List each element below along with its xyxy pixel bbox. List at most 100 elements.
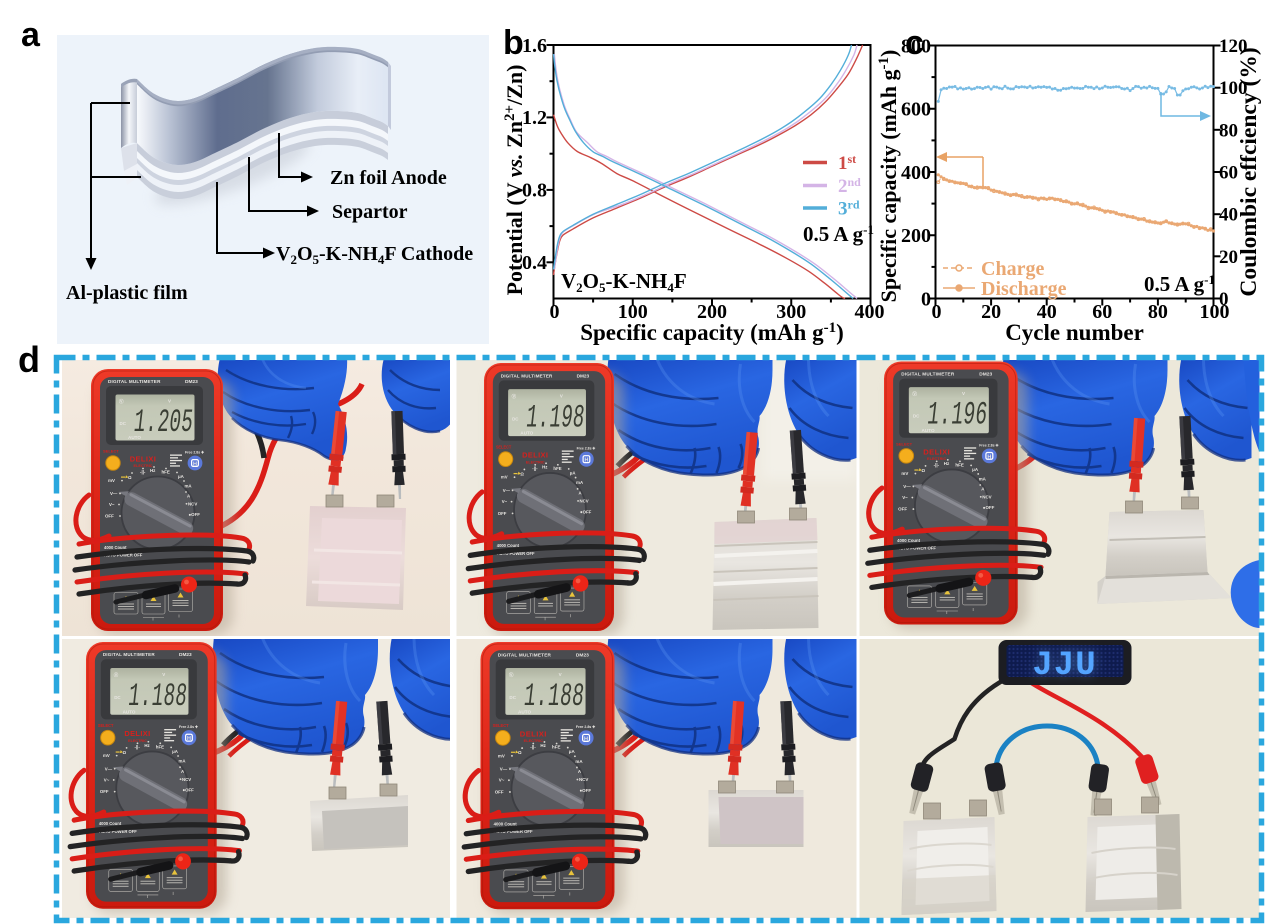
- svg-text:0.5 A g-1: 0.5 A g-1: [1144, 272, 1215, 296]
- svg-text:Ω: Ω: [921, 468, 925, 473]
- svg-text:1.205: 1.205: [134, 404, 193, 440]
- svg-text:hFE: hFE: [552, 745, 560, 750]
- svg-text:AUTO: AUTO: [128, 435, 141, 440]
- svg-text:120: 120: [1219, 36, 1248, 57]
- svg-text:●OFF: ●OFF: [579, 788, 591, 793]
- svg-text:60: 60: [1219, 163, 1238, 184]
- svg-text:V—: V—: [105, 766, 113, 771]
- svg-text:4000 Count: 4000 Count: [99, 821, 122, 826]
- svg-text:V: V: [560, 393, 563, 398]
- svg-text:AUTO POWER OFF: AUTO POWER OFF: [897, 546, 936, 551]
- svg-text:V—: V—: [503, 488, 511, 493]
- svg-text:hFE: hFE: [162, 470, 170, 475]
- svg-text:mA: mA: [979, 476, 987, 481]
- svg-text:-||-: -||-: [140, 470, 146, 475]
- svg-text:0.4: 0.4: [522, 252, 547, 274]
- svg-text:4000 Count: 4000 Count: [494, 822, 518, 827]
- svg-text:ELECTRIC: ELECTRIC: [524, 739, 543, 743]
- svg-text:DELIXI: DELIXI: [124, 729, 150, 738]
- svg-text:μA: μA: [570, 470, 577, 475]
- svg-text:-||-: -||-: [135, 744, 141, 749]
- svg-text:Free 2.8s ✚: Free 2.8s ✚: [185, 451, 205, 455]
- svg-text:A: A: [579, 490, 583, 495]
- svg-text:1.6: 1.6: [522, 35, 547, 57]
- svg-text:AUTO: AUTO: [123, 709, 136, 714]
- svg-text:Ω: Ω: [520, 471, 524, 476]
- svg-text:A: A: [981, 487, 985, 492]
- svg-text:0: 0: [1219, 289, 1229, 310]
- svg-text:Free 2.8s ✚: Free 2.8s ✚: [979, 443, 999, 447]
- svg-text:DC: DC: [509, 695, 516, 700]
- svg-text:mA: mA: [185, 484, 193, 489]
- svg-text:●OFF: ●OFF: [183, 788, 195, 793]
- svg-text:H: H: [187, 736, 191, 742]
- svg-text:-||-: -||-: [532, 466, 538, 471]
- svg-text:mV: mV: [901, 471, 908, 476]
- svg-text:DIGITAL MULTIMETER: DIGITAL MULTIMETER: [901, 372, 955, 377]
- svg-text:Hz: Hz: [542, 464, 548, 469]
- svg-text:300: 300: [776, 301, 806, 323]
- svg-text:d: d: [18, 339, 40, 380]
- svg-text:AUTO: AUTO: [518, 709, 531, 714]
- svg-text:Specific capacity (mAh g-1): Specific capacity (mAh g-1): [580, 320, 844, 345]
- svg-text:V~: V~: [109, 502, 115, 507]
- svg-text:SELECT: SELECT: [493, 723, 510, 728]
- svg-text:Coulombic effciency (%): Coulombic effciency (%): [1236, 47, 1262, 296]
- svg-text:H: H: [193, 461, 197, 467]
- svg-text:Al-plastic film: Al-plastic film: [66, 282, 188, 304]
- svg-text:-||-: -||-: [530, 745, 536, 750]
- svg-text:μA: μA: [569, 749, 576, 754]
- svg-text:A: A: [187, 494, 191, 499]
- svg-text:Ω: Ω: [518, 750, 522, 755]
- svg-text:Separtor: Separtor: [332, 201, 408, 223]
- svg-text:V~: V~: [499, 778, 505, 783]
- svg-text:DC: DC: [512, 416, 519, 421]
- svg-text:●OFF: ●OFF: [983, 505, 995, 510]
- svg-text:60: 60: [1092, 301, 1112, 323]
- svg-text:AUTO POWER OFF: AUTO POWER OFF: [494, 829, 533, 834]
- svg-text:DELIXI: DELIXI: [130, 455, 157, 464]
- svg-text:mA: mA: [575, 759, 583, 764]
- svg-text:●OFF: ●OFF: [580, 509, 592, 514]
- svg-text:200: 200: [697, 301, 727, 323]
- svg-text:DM23: DM23: [577, 373, 590, 379]
- svg-text:DIGITAL MULTIMETER: DIGITAL MULTIMETER: [501, 373, 553, 378]
- svg-text:100: 100: [618, 301, 648, 323]
- svg-text:AUTO POWER OFF: AUTO POWER OFF: [104, 553, 143, 558]
- svg-text:hFE: hFE: [553, 466, 561, 471]
- svg-text:1.188: 1.188: [524, 680, 584, 716]
- svg-text:Ⓥ: Ⓥ: [512, 393, 517, 400]
- svg-text:NCV: NCV: [188, 502, 197, 507]
- svg-text:H: H: [584, 736, 588, 742]
- svg-text:H: H: [584, 458, 588, 464]
- svg-text:3rd: 3rd: [838, 198, 860, 220]
- svg-text:AUTO POWER OFF: AUTO POWER OFF: [99, 829, 137, 834]
- svg-text:Hz: Hz: [540, 743, 546, 748]
- svg-text:Hz: Hz: [150, 468, 156, 473]
- svg-text:V—: V—: [110, 491, 118, 496]
- svg-text:ELECTRIC: ELECTRIC: [128, 739, 147, 743]
- svg-text:OFF: OFF: [105, 514, 114, 519]
- svg-text:mA: mA: [179, 759, 187, 764]
- svg-text:0: 0: [550, 301, 560, 323]
- svg-text:DIGITAL MULTIMETER: DIGITAL MULTIMETER: [108, 379, 161, 384]
- svg-text:400: 400: [855, 301, 885, 323]
- svg-text:a: a: [21, 16, 41, 54]
- svg-text:V: V: [962, 391, 965, 396]
- svg-text:4000 Count: 4000 Count: [897, 538, 920, 543]
- svg-text:ELECTRIC: ELECTRIC: [927, 457, 946, 461]
- svg-text:Specific capacity (mAh g-1): Specific capacity (mAh g-1): [876, 50, 901, 303]
- svg-text:V: V: [162, 672, 165, 677]
- svg-text:NCV: NCV: [182, 777, 191, 782]
- svg-text:mV: mV: [103, 753, 110, 758]
- svg-text:1.188: 1.188: [129, 679, 187, 716]
- svg-text:NCV: NCV: [580, 499, 589, 504]
- svg-text:Hz: Hz: [944, 461, 950, 466]
- svg-text:Zn foil Anode: Zn foil Anode: [330, 167, 447, 189]
- svg-text:DC: DC: [114, 695, 121, 700]
- svg-text:80: 80: [1148, 301, 1168, 323]
- svg-text:Ⓥ: Ⓥ: [509, 672, 514, 679]
- svg-text:200: 200: [901, 225, 931, 247]
- svg-text:0.8: 0.8: [522, 180, 547, 202]
- svg-text:800: 800: [901, 36, 931, 58]
